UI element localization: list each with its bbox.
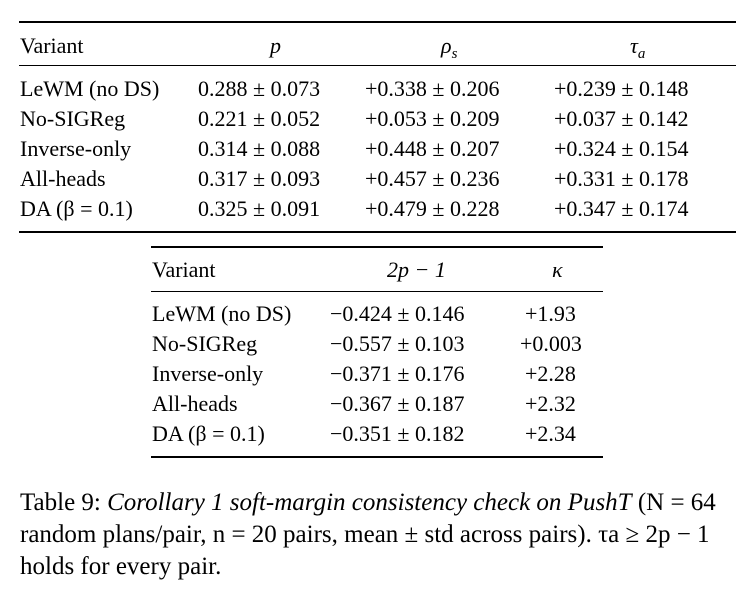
table-2-row-5-variant: DA (β = 0.1) xyxy=(152,421,265,446)
table-2-header-2p-minus-1: 2p − 1 xyxy=(387,257,446,282)
table-2-bottom-rule xyxy=(151,456,603,458)
table-1-bottom-rule xyxy=(19,231,736,233)
table-1-row-1-p: 0.288 ± 0.073 xyxy=(198,76,321,101)
table-1-row-4-p: 0.317 ± 0.093 xyxy=(198,166,321,191)
table-1-row-1-variant: LeWM (no DS) xyxy=(20,76,160,101)
table-2-row-5-kappa: +2.34 xyxy=(525,421,576,446)
table-1-header-tau-subscript: a xyxy=(637,46,646,62)
table-1-row-5-rho: +0.479 ± 0.228 xyxy=(365,196,500,221)
table-1-top-rule xyxy=(19,21,736,23)
table-2-row-3-kappa: +2.28 xyxy=(525,361,576,386)
table-1-header-variant: Variant xyxy=(20,33,84,58)
table-1-header-p: p xyxy=(270,35,281,57)
table-1-row-2-variant: No-SIGReg xyxy=(20,106,126,131)
table-1-row-1-rho: +0.338 ± 0.206 xyxy=(365,76,500,101)
table-1-row-3-variant: Inverse-only xyxy=(20,136,132,161)
table-1-header-p-symbol: p xyxy=(270,33,281,58)
table-2-row-1-kappa: +1.93 xyxy=(525,301,576,326)
table-1-row-5-p: 0.325 ± 0.091 xyxy=(198,196,321,221)
table-2-row-1-variant: LeWM (no DS) xyxy=(152,301,292,326)
table-1-header-tau-symbol: τ xyxy=(630,33,638,58)
table-2-row-4-variant: All-heads xyxy=(152,391,238,416)
table-1-row-4-rho: +0.457 ± 0.236 xyxy=(365,166,500,191)
table-2-row-1-2p-minus-1: −0.424 ± 0.146 xyxy=(330,301,465,326)
table-1-row-4-variant: All-heads xyxy=(20,166,106,191)
table-2-row-2-2p-minus-1: −0.557 ± 0.103 xyxy=(330,331,465,356)
table-1-row-2-rho: +0.053 ± 0.209 xyxy=(365,106,500,131)
table-2-row-3-variant: Inverse-only xyxy=(152,361,264,386)
table-1-row-3-tau: +0.324 ± 0.154 xyxy=(554,136,689,161)
table-1-row-3-p: 0.314 ± 0.088 xyxy=(198,136,321,161)
table-1-row-3-rho: +0.448 ± 0.207 xyxy=(365,136,500,161)
table-1-header-rho-s: ρs xyxy=(441,33,457,62)
table-1-row-1-tau: +0.239 ± 0.148 xyxy=(554,76,689,101)
table-2-mid-rule xyxy=(151,291,603,292)
table-1-header-tau-a: τa xyxy=(630,33,645,62)
table-2-row-5-2p-minus-1: −0.351 ± 0.182 xyxy=(330,421,465,446)
table-2-row-2-variant: No-SIGReg xyxy=(152,331,258,356)
caption-title: Corollary 1 soft-margin consistency chec… xyxy=(107,489,632,516)
table-2-row-2-kappa: +0.003 xyxy=(520,331,582,356)
table-1-row-2-tau: +0.037 ± 0.142 xyxy=(554,106,689,131)
table-1-row-5-tau: +0.347 ± 0.174 xyxy=(554,196,689,221)
table-2-header-kappa: κ xyxy=(552,257,563,282)
caption-label: Table 9: xyxy=(20,489,108,516)
table-2-header-variant: Variant xyxy=(152,257,216,282)
table-caption: Table 9: Corollary 1 soft-margin consist… xyxy=(20,487,740,583)
table-2-top-rule xyxy=(151,246,603,248)
table-1-row-5-variant: DA (β = 0.1) xyxy=(20,196,133,221)
table-1-row-2-p: 0.221 ± 0.052 xyxy=(198,106,321,131)
caption-body: (N = 64 random plans/pair, n = 20 pairs,… xyxy=(20,489,716,580)
table-1-header-rho-symbol: ρ xyxy=(441,33,452,58)
table-1-header-rho-subscript: s xyxy=(451,46,458,62)
table-2-row-4-2p-minus-1: −0.367 ± 0.187 xyxy=(330,391,465,416)
table-1-row-4-tau: +0.331 ± 0.178 xyxy=(554,166,689,191)
table-2-row-4-kappa: +2.32 xyxy=(525,391,576,416)
table-2-row-3-2p-minus-1: −0.371 ± 0.176 xyxy=(330,361,465,386)
table-1-mid-rule xyxy=(19,65,736,66)
